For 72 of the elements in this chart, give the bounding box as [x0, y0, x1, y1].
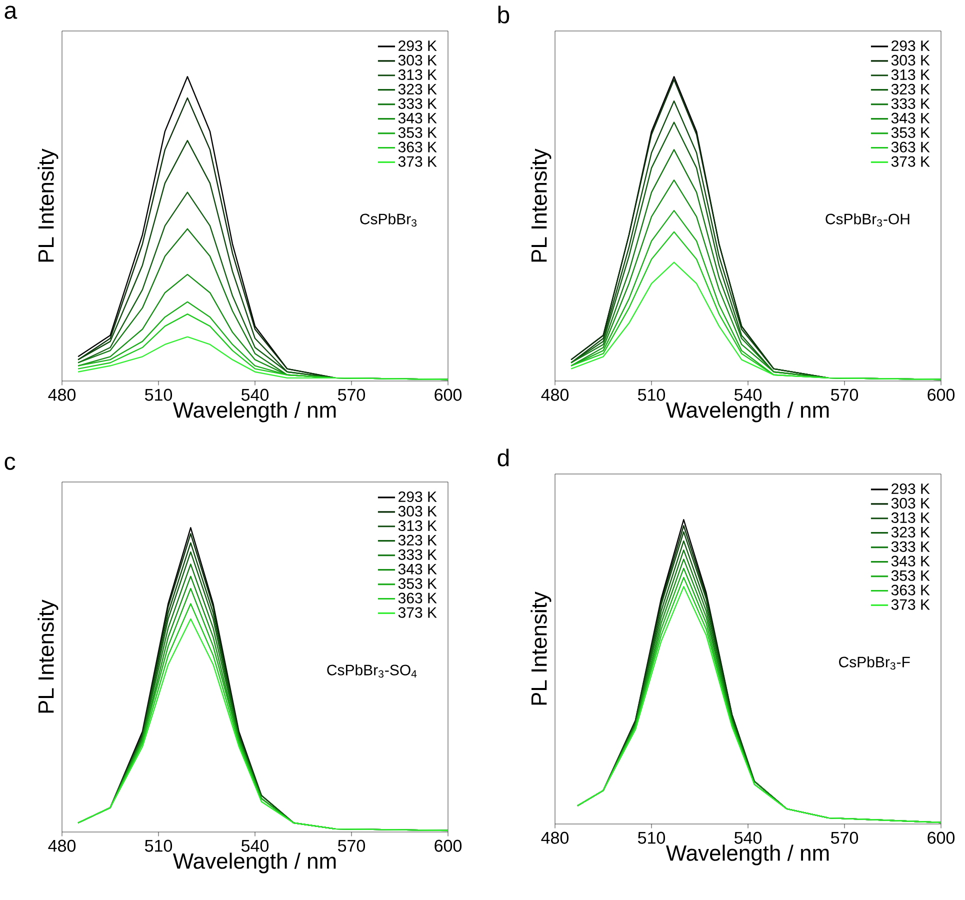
legend-label: 313 K	[398, 69, 437, 80]
chart-title: d	[498, 448, 509, 466]
y-axis-title: PL Intensity	[38, 600, 58, 713]
legend-label: 343 K	[398, 112, 437, 124]
x-tick-label: 540	[734, 388, 762, 401]
legend-label: 323 K	[398, 84, 437, 94]
legend-label: 323 K	[891, 84, 930, 94]
annotation: CsPbBr$_{3}$-OH	[826, 213, 910, 227]
legend-label: 343 K	[891, 556, 930, 566]
annotation: CsPbBr$_{3}$-SO$_{4}$	[327, 664, 417, 678]
annotation: CsPbBr$_{3}$-F	[839, 656, 910, 670]
x-axis-title: Wavelength / nm	[172, 402, 336, 422]
legend-label: 343 K	[891, 112, 930, 124]
legend-label: 373 K	[398, 607, 437, 618]
x-tick-label: 600	[928, 388, 955, 401]
x-tick-label: 540	[734, 832, 762, 844]
x-tick-label: 510	[638, 388, 666, 401]
legend-label: 323 K	[891, 526, 930, 538]
legend-label: 313 K	[398, 520, 437, 532]
x-axis-title: Wavelength / nm	[666, 844, 829, 866]
legend-label: 293 K	[892, 483, 930, 494]
x-tick-label: 480	[541, 388, 569, 401]
x-tick-label: 600	[434, 840, 462, 852]
legend-label: 353 K	[891, 127, 930, 138]
x-tick-label: 600	[928, 832, 955, 844]
x-tick-label: 480	[48, 840, 76, 852]
legend-label: 353 K	[891, 570, 930, 581]
x-tick-label: 570	[338, 388, 366, 401]
x-axis-title: Wavelength / nm	[666, 402, 829, 422]
x-axis-title: Wavelength / nm	[172, 852, 336, 874]
legend-label: 293 K	[892, 40, 930, 52]
chart-title: c	[4, 456, 16, 470]
chart-title: b	[498, 6, 510, 24]
x-tick-label: 570	[831, 832, 858, 844]
annotation: CsPbBr$_{3}$	[360, 213, 416, 227]
legend-label: 363 K	[891, 584, 930, 596]
legend-label: 373 K	[398, 156, 437, 167]
legend-label: 373 K	[891, 156, 930, 167]
x-tick-label: 480	[48, 388, 76, 401]
x-tick-label: 510	[144, 388, 172, 401]
legend-label: 323 K	[398, 534, 437, 546]
x-tick-label: 570	[338, 840, 366, 852]
legend-label: 293 K	[398, 491, 437, 502]
x-tick-label: 540	[241, 840, 269, 852]
x-tick-label: 570	[831, 388, 858, 401]
legend-label: 303 K	[398, 506, 437, 517]
chart-title: a	[4, 6, 18, 19]
legend-label: 303 K	[398, 54, 437, 66]
legend-label: 293 K	[398, 40, 437, 52]
legend-label: 363 K	[398, 592, 437, 604]
y-axis-title: PL Intensity	[530, 148, 552, 262]
y-axis-title: PL Intensity	[530, 592, 552, 705]
legend-label: 303 K	[891, 498, 930, 509]
legend-label: 333 K	[891, 541, 930, 552]
x-tick-label: 600	[434, 388, 462, 401]
legend-label: 353 K	[398, 127, 437, 138]
x-tick-label: 540	[241, 388, 269, 401]
legend-label: 363 K	[398, 142, 437, 152]
x-tick-label: 510	[144, 840, 172, 852]
legend-label: 373 K	[891, 599, 930, 610]
x-tick-label: 510	[638, 832, 666, 844]
legend-label: 333 K	[398, 98, 437, 109]
legend-label: 333 K	[398, 549, 437, 560]
legend-label: 303 K	[891, 54, 930, 66]
legend-label: 313 K	[891, 69, 930, 80]
legend-label: 363 K	[891, 142, 930, 152]
legend-label: 353 K	[398, 578, 437, 589]
legend-label: 333 K	[891, 98, 930, 109]
x-tick-label: 480	[541, 832, 569, 844]
y-axis-title: PL Intensity	[38, 148, 58, 262]
legend-label: 343 K	[398, 564, 437, 574]
legend-label: 313 K	[891, 512, 930, 524]
